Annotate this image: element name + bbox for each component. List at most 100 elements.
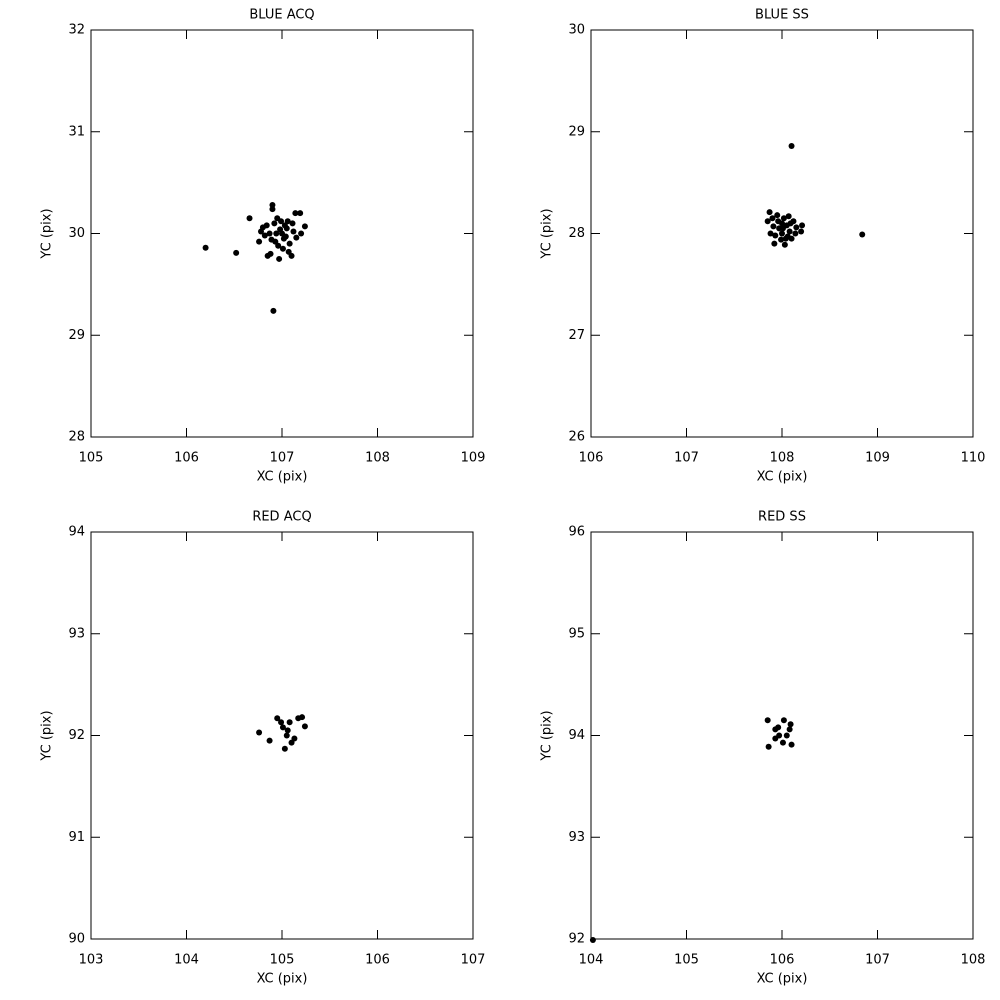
y-tick-label: 28 xyxy=(68,430,85,445)
data-point xyxy=(271,220,278,227)
x-tick-label: 103 xyxy=(79,953,104,968)
data-point xyxy=(775,724,782,731)
data-point xyxy=(285,248,292,255)
y-tick-label: 91 xyxy=(68,830,85,845)
data-point xyxy=(771,240,778,247)
data-point xyxy=(263,222,270,229)
x-axis-label: XC (pix) xyxy=(757,972,808,987)
data-point xyxy=(282,233,289,240)
data-point xyxy=(273,230,280,237)
y-axis-label: YC (pix) xyxy=(540,208,555,259)
x-axis-label: XC (pix) xyxy=(757,470,808,485)
data-point xyxy=(764,717,771,724)
y-tick-label: 95 xyxy=(568,626,585,641)
plot-frame xyxy=(90,531,474,940)
x-tick-label: 109 xyxy=(461,451,486,466)
x-tick-label: 107 xyxy=(865,953,890,968)
data-point xyxy=(764,218,771,225)
data-point xyxy=(286,719,293,726)
chart-title: BLUE SS xyxy=(755,8,809,23)
data-point xyxy=(267,250,274,257)
y-tick-label: 94 xyxy=(68,525,85,540)
data-point xyxy=(787,220,794,227)
data-point xyxy=(788,142,795,149)
data-point xyxy=(780,717,787,724)
data-point xyxy=(298,230,305,237)
data-point xyxy=(772,735,779,742)
data-point xyxy=(772,232,779,239)
data-point xyxy=(788,741,795,748)
y-tick-label: 29 xyxy=(568,124,585,139)
data-point xyxy=(780,215,787,222)
data-point xyxy=(289,220,296,227)
y-tick-label: 32 xyxy=(68,23,85,38)
data-point xyxy=(784,233,791,240)
data-point xyxy=(278,719,285,726)
x-axis-label: XC (pix) xyxy=(257,972,308,987)
data-point xyxy=(275,242,282,249)
data-point xyxy=(266,230,273,237)
data-point xyxy=(786,228,793,235)
data-point xyxy=(859,231,866,238)
y-axis-label: YC (pix) xyxy=(40,710,55,761)
y-tick-label: 29 xyxy=(68,328,85,343)
data-point xyxy=(785,213,792,220)
x-tick-label: 106 xyxy=(365,953,390,968)
data-point xyxy=(783,732,790,739)
data-point xyxy=(775,218,782,225)
x-tick-label: 104 xyxy=(579,953,604,968)
data-point xyxy=(269,206,276,213)
y-tick-label: 93 xyxy=(68,626,85,641)
data-point xyxy=(202,244,209,251)
data-point xyxy=(589,937,596,944)
data-point xyxy=(291,735,298,742)
data-point xyxy=(781,241,788,248)
data-point xyxy=(301,223,308,230)
data-point xyxy=(257,228,264,235)
data-point xyxy=(284,727,291,734)
data-point xyxy=(786,726,793,733)
data-point xyxy=(799,222,806,229)
data-point xyxy=(769,215,776,222)
data-point xyxy=(293,234,300,241)
x-tick-label: 108 xyxy=(365,451,390,466)
data-point xyxy=(779,225,786,232)
data-point xyxy=(279,724,286,731)
y-tick-label: 94 xyxy=(568,728,585,743)
data-point xyxy=(774,212,781,219)
y-tick-label: 31 xyxy=(68,124,85,139)
data-point xyxy=(765,743,772,750)
x-tick-label: 106 xyxy=(770,953,795,968)
x-tick-label: 108 xyxy=(961,953,986,968)
data-point xyxy=(233,249,240,256)
data-point xyxy=(292,210,299,217)
x-tick-label: 108 xyxy=(770,451,795,466)
x-tick-label: 110 xyxy=(961,451,986,466)
data-point xyxy=(281,222,288,229)
x-tick-label: 105 xyxy=(79,451,104,466)
data-point xyxy=(266,737,273,744)
chart-title: RED SS xyxy=(758,510,806,525)
x-tick-label: 107 xyxy=(270,451,295,466)
data-point xyxy=(779,230,785,237)
data-point xyxy=(261,232,268,239)
data-point xyxy=(792,230,799,237)
x-tick-label: 107 xyxy=(461,953,486,968)
data-point xyxy=(278,218,285,225)
data-point xyxy=(246,215,253,222)
data-point xyxy=(286,240,293,247)
data-point xyxy=(787,721,794,728)
y-tick-label: 30 xyxy=(68,226,85,241)
y-tick-label: 30 xyxy=(568,23,585,38)
data-point xyxy=(256,238,263,245)
chart-title: RED ACQ xyxy=(252,510,311,525)
y-tick-label: 27 xyxy=(568,328,585,343)
x-tick-label: 109 xyxy=(865,451,890,466)
data-point xyxy=(766,209,773,216)
data-point xyxy=(270,307,277,314)
data-point xyxy=(276,255,283,262)
y-tick-label: 26 xyxy=(568,430,585,445)
data-point xyxy=(297,210,304,217)
x-tick-label: 107 xyxy=(674,451,699,466)
data-point xyxy=(767,230,774,237)
